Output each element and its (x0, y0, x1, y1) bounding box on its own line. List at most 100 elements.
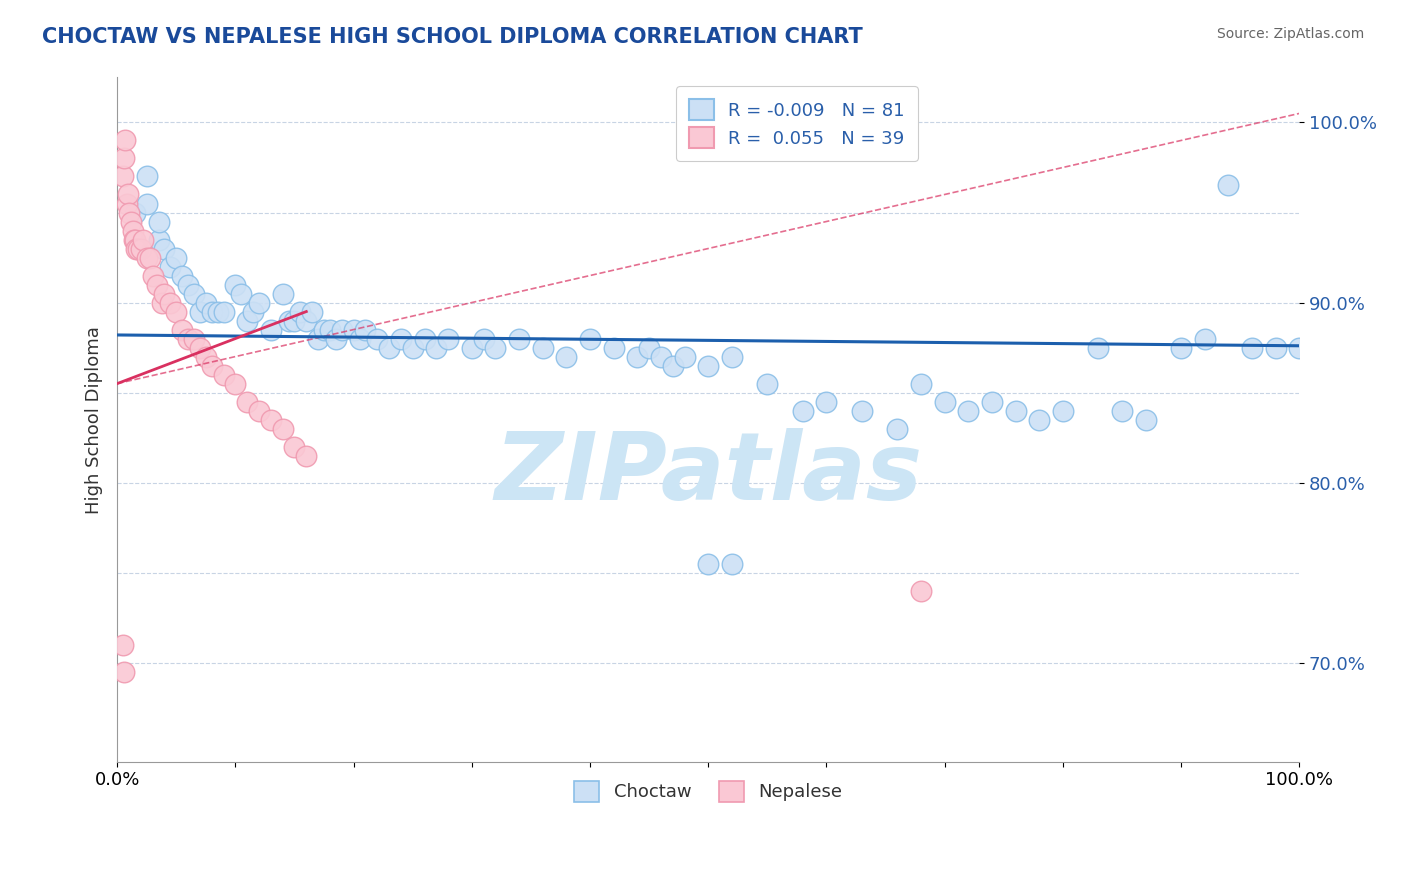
Point (792, 403, 814, 417)
Y-axis label: High School Diploma: High School Diploma (86, 326, 103, 514)
Point (579, 332, 602, 346)
Point (224, 277, 246, 292)
Point (349, 332, 371, 346)
Point (260, 322, 283, 336)
Point (437, 332, 460, 346)
Point (188, 304, 211, 318)
Point (114, 133, 136, 147)
Point (148, 214, 170, 228)
Point (1170, 341, 1192, 355)
Point (461, 341, 484, 355)
Point (531, 341, 554, 355)
Point (146, 277, 169, 292)
Point (188, 341, 211, 355)
Point (1087, 341, 1109, 355)
Point (1264, 341, 1286, 355)
Point (242, 304, 264, 318)
Point (851, 403, 873, 417)
Point (183, 332, 205, 346)
Point (153, 242, 176, 256)
Point (165, 304, 187, 318)
Point (127, 242, 149, 256)
Point (236, 394, 259, 409)
Point (247, 403, 270, 417)
Point (413, 332, 436, 346)
Point (112, 638, 135, 652)
Point (1240, 341, 1263, 355)
Point (142, 268, 165, 283)
Text: CHOCTAW VS NEPALESE HIGH SCHOOL DIPLOMA CORRELATION CHART: CHOCTAW VS NEPALESE HIGH SCHOOL DIPLOMA … (42, 27, 863, 46)
Point (330, 322, 353, 336)
Point (1135, 412, 1157, 426)
Point (307, 332, 329, 346)
Point (756, 376, 779, 391)
Point (980, 394, 1002, 409)
Point (342, 322, 364, 336)
Point (366, 332, 388, 346)
Point (673, 350, 696, 364)
Point (721, 350, 744, 364)
Point (120, 214, 142, 228)
Point (172, 322, 194, 336)
Point (661, 359, 683, 373)
Point (319, 322, 342, 336)
Point (301, 304, 323, 318)
Point (135, 169, 157, 184)
Point (425, 341, 447, 355)
Point (165, 251, 187, 265)
Point (231, 286, 253, 301)
Point (1052, 403, 1074, 417)
Point (697, 359, 720, 373)
Point (122, 233, 145, 247)
Point (602, 341, 624, 355)
Point (112, 169, 135, 184)
Point (132, 233, 155, 247)
Point (121, 223, 143, 237)
Point (1111, 403, 1133, 417)
Point (484, 341, 506, 355)
Point (277, 313, 299, 327)
Point (638, 341, 661, 355)
Point (118, 205, 141, 219)
Point (159, 295, 181, 310)
Point (295, 313, 318, 327)
Point (201, 304, 224, 318)
Point (283, 440, 305, 454)
Point (124, 205, 146, 219)
Point (153, 286, 176, 301)
Point (212, 368, 235, 382)
Point (150, 295, 173, 310)
Point (886, 422, 908, 436)
Text: Source: ZipAtlas.com: Source: ZipAtlas.com (1216, 27, 1364, 41)
Point (815, 394, 838, 409)
Point (112, 152, 135, 166)
Point (260, 412, 283, 426)
Point (650, 350, 672, 364)
Point (236, 313, 259, 327)
Point (177, 332, 200, 346)
Point (115, 196, 138, 211)
Legend: Choctaw, Nepalese: Choctaw, Nepalese (561, 768, 855, 814)
Point (354, 322, 377, 336)
Point (212, 304, 235, 318)
Point (389, 332, 412, 346)
Point (135, 251, 157, 265)
Point (124, 233, 146, 247)
Point (117, 187, 139, 202)
Point (172, 268, 194, 283)
Point (139, 251, 162, 265)
Point (125, 242, 148, 256)
Point (183, 286, 205, 301)
Point (159, 260, 181, 274)
Point (135, 196, 157, 211)
Point (271, 286, 294, 301)
Point (207, 304, 229, 318)
Point (472, 332, 495, 346)
Point (224, 376, 246, 391)
Point (1218, 178, 1240, 193)
Point (1028, 412, 1050, 426)
Point (201, 359, 224, 373)
Point (555, 350, 578, 364)
Point (378, 341, 401, 355)
Point (626, 350, 648, 364)
